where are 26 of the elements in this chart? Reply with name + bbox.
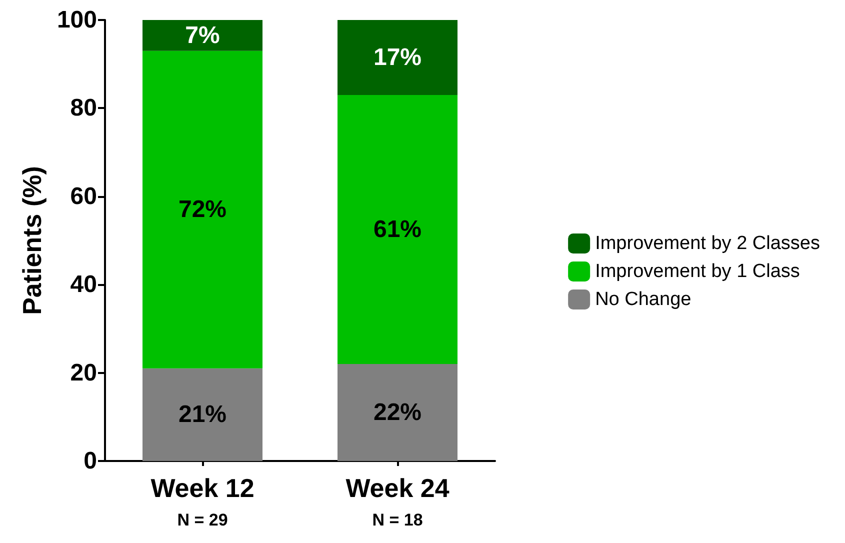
data-label: 72%	[178, 196, 227, 224]
data-label: 22%	[373, 398, 422, 426]
y-tick-label: 20	[70, 359, 97, 386]
bar	[142, 50, 262, 368]
data-label: 21%	[178, 401, 227, 428]
legend-label: Improvement by 1 Class	[595, 261, 800, 282]
y-tick-label: 0	[84, 448, 97, 474]
y-tick-label: 60	[70, 182, 97, 210]
legend-label: No Change	[595, 289, 692, 310]
y-tick-label: 80	[70, 94, 97, 122]
x-tick-label: Week 12	[150, 473, 254, 503]
data-label: 61%	[373, 216, 422, 243]
bar	[338, 364, 458, 461]
bar	[338, 94, 458, 364]
text: N = 29	[177, 510, 228, 530]
x-tick-label: Week 24	[346, 473, 450, 503]
bar	[142, 368, 262, 461]
data-label: 17%	[373, 44, 422, 71]
y-tick-label: 40	[70, 271, 97, 298]
bar	[338, 20, 458, 95]
bar	[142, 20, 262, 51]
data-label: 7%	[185, 22, 220, 49]
y-tick-label: 100	[56, 6, 97, 34]
y-axis-title: Patients (%)	[17, 166, 47, 315]
text: N = 18	[372, 510, 423, 530]
legend-label: Improvement by 2 Classes	[595, 233, 820, 254]
